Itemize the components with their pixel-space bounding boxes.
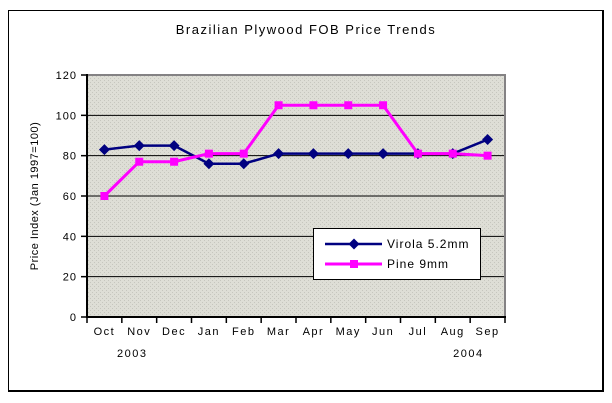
y-tick-label: 60 (63, 191, 77, 203)
data-point-square (413, 149, 422, 158)
x-tick-label: Sep (476, 326, 500, 338)
legend-item-virola: Virola 5.2mm (324, 237, 478, 251)
y-tick-label: 120 (56, 70, 77, 82)
data-point-square (100, 192, 109, 200)
x-tick-label: Oct (94, 326, 116, 338)
series-line (103, 103, 488, 198)
data-point-square (448, 149, 457, 158)
data-point-diamond (273, 148, 285, 160)
y-tick-label: 20 (63, 272, 77, 284)
square-marker-icon (350, 260, 358, 268)
data-point-diamond (98, 144, 110, 156)
data-point-diamond (482, 134, 494, 146)
x-tick-label: Apr (303, 326, 325, 338)
legend-label-virola: Virola 5.2mm (387, 237, 470, 251)
data-point-diamond (342, 148, 354, 160)
data-point-square (309, 101, 318, 110)
chart-title: Brazilian Plywood FOB Price Trends (175, 22, 437, 37)
diamond-marker-icon (348, 238, 360, 250)
y-tick-label: 80 (63, 151, 77, 163)
data-point-square (239, 149, 248, 158)
y-tick-label: 0 (70, 312, 77, 324)
x-tick-label: May (336, 326, 361, 338)
x-tick-label: Jul (409, 326, 428, 338)
data-point-diamond (168, 140, 180, 152)
y-tick-label: 40 (63, 231, 77, 243)
data-point-diamond (377, 148, 389, 160)
x-year-label: 2004 (453, 348, 483, 360)
legend-item-pine: Pine 9mm (324, 257, 478, 271)
legend-label-pine: Pine 9mm (387, 257, 450, 271)
chart-border-frame (8, 10, 604, 392)
data-point-square (274, 101, 283, 110)
data-point-square (483, 151, 492, 160)
data-point-square (204, 149, 213, 158)
data-point-square (344, 101, 353, 110)
legend-key-pine (325, 260, 382, 268)
x-year-label: 2003 (117, 348, 147, 360)
legend-key-virola (325, 238, 382, 250)
y-axis-title: Price Index (Jan 1997=100) (29, 122, 41, 270)
data-point-square (170, 157, 179, 166)
x-tick-label: Jun (372, 326, 394, 338)
data-point-square (379, 101, 388, 110)
data-point-diamond (203, 158, 215, 170)
data-point-diamond (307, 148, 319, 160)
x-tick-label: Dec (162, 326, 186, 338)
data-point-diamond (133, 140, 145, 152)
series-pine-9mm (100, 101, 492, 200)
x-tick-label: Feb (232, 326, 255, 338)
x-tick-label: Nov (127, 326, 151, 338)
legend-box: Virola 5.2mm Pine 9mm (313, 228, 481, 280)
x-tick-label: Jan (198, 326, 220, 338)
data-point-diamond (238, 158, 250, 170)
data-point-square (135, 157, 144, 166)
y-tick-label: 100 (56, 110, 77, 122)
x-tick-label: Mar (267, 326, 290, 338)
x-tick-label: Aug (441, 326, 465, 338)
